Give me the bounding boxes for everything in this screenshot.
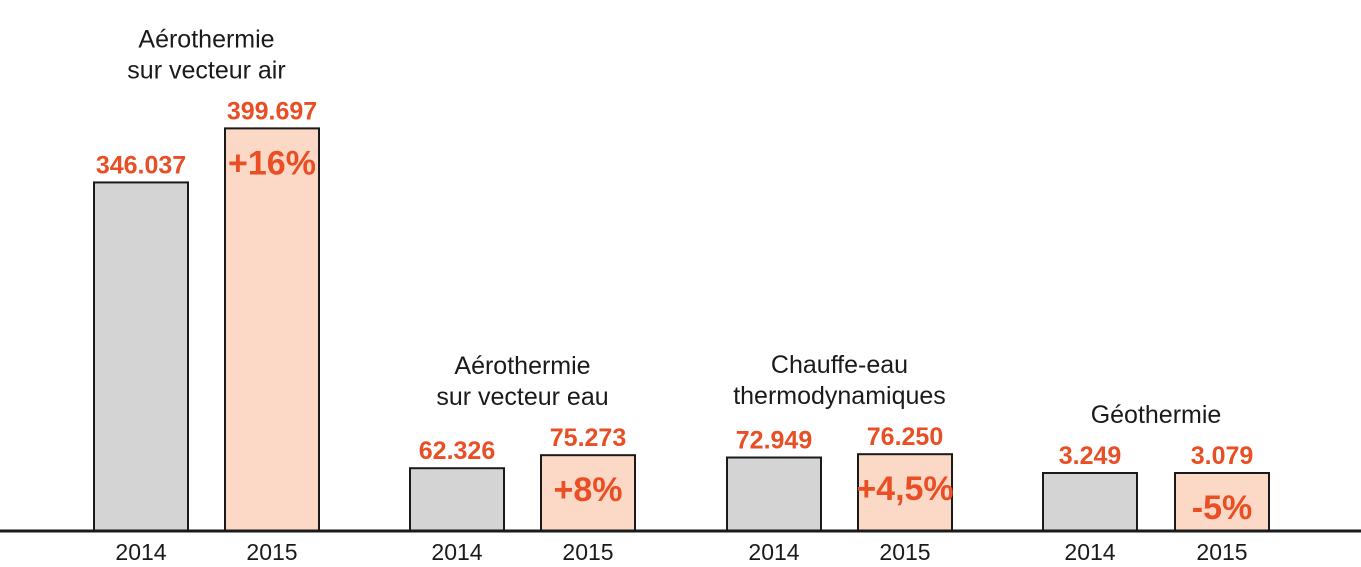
group-title-line: sur vecteur air [127,56,285,84]
change-label: +8% [554,471,623,509]
x-tick-label: 2014 [115,539,166,565]
x-tick-label: 2014 [748,539,799,565]
value-label-2015: 399.697 [227,97,317,125]
x-tick-label: 2014 [1064,539,1115,565]
bar-2014 [93,181,189,532]
value-label-2015: 3.079 [1191,442,1254,470]
bar-2014 [409,467,505,532]
value-label-2014: 72.949 [736,427,812,455]
change-label: -5% [1192,489,1252,527]
group-title-line: Aérothermie [138,25,274,53]
value-label-2015: 76.250 [867,423,943,451]
bar-2015 [540,454,636,532]
group-title-line: Géothermie [1091,401,1222,429]
group-title-line: Aérothermie [454,352,590,380]
value-label-2015: 75.273 [550,424,626,452]
group-title-line: sur vecteur eau [436,383,608,411]
change-label: +16% [228,144,316,182]
change-label: +4,5% [856,470,953,508]
value-label-2014: 3.249 [1059,442,1122,470]
group-title-line: Chauffe-eau [771,351,908,379]
x-tick-label: 2015 [562,539,613,565]
x-tick-label: 2015 [879,539,930,565]
x-tick-label: 2015 [246,539,297,565]
bar-2014 [726,456,822,532]
value-label-2014: 346.037 [96,151,186,179]
x-tick-label: 2014 [431,539,482,565]
value-label-2014: 62.326 [419,437,495,465]
bar-2014 [1042,472,1138,532]
x-tick-label: 2015 [1196,539,1247,565]
bar-2015 [857,453,953,533]
group-title-line: thermodynamiques [733,382,946,410]
bar-2015 [224,127,320,532]
